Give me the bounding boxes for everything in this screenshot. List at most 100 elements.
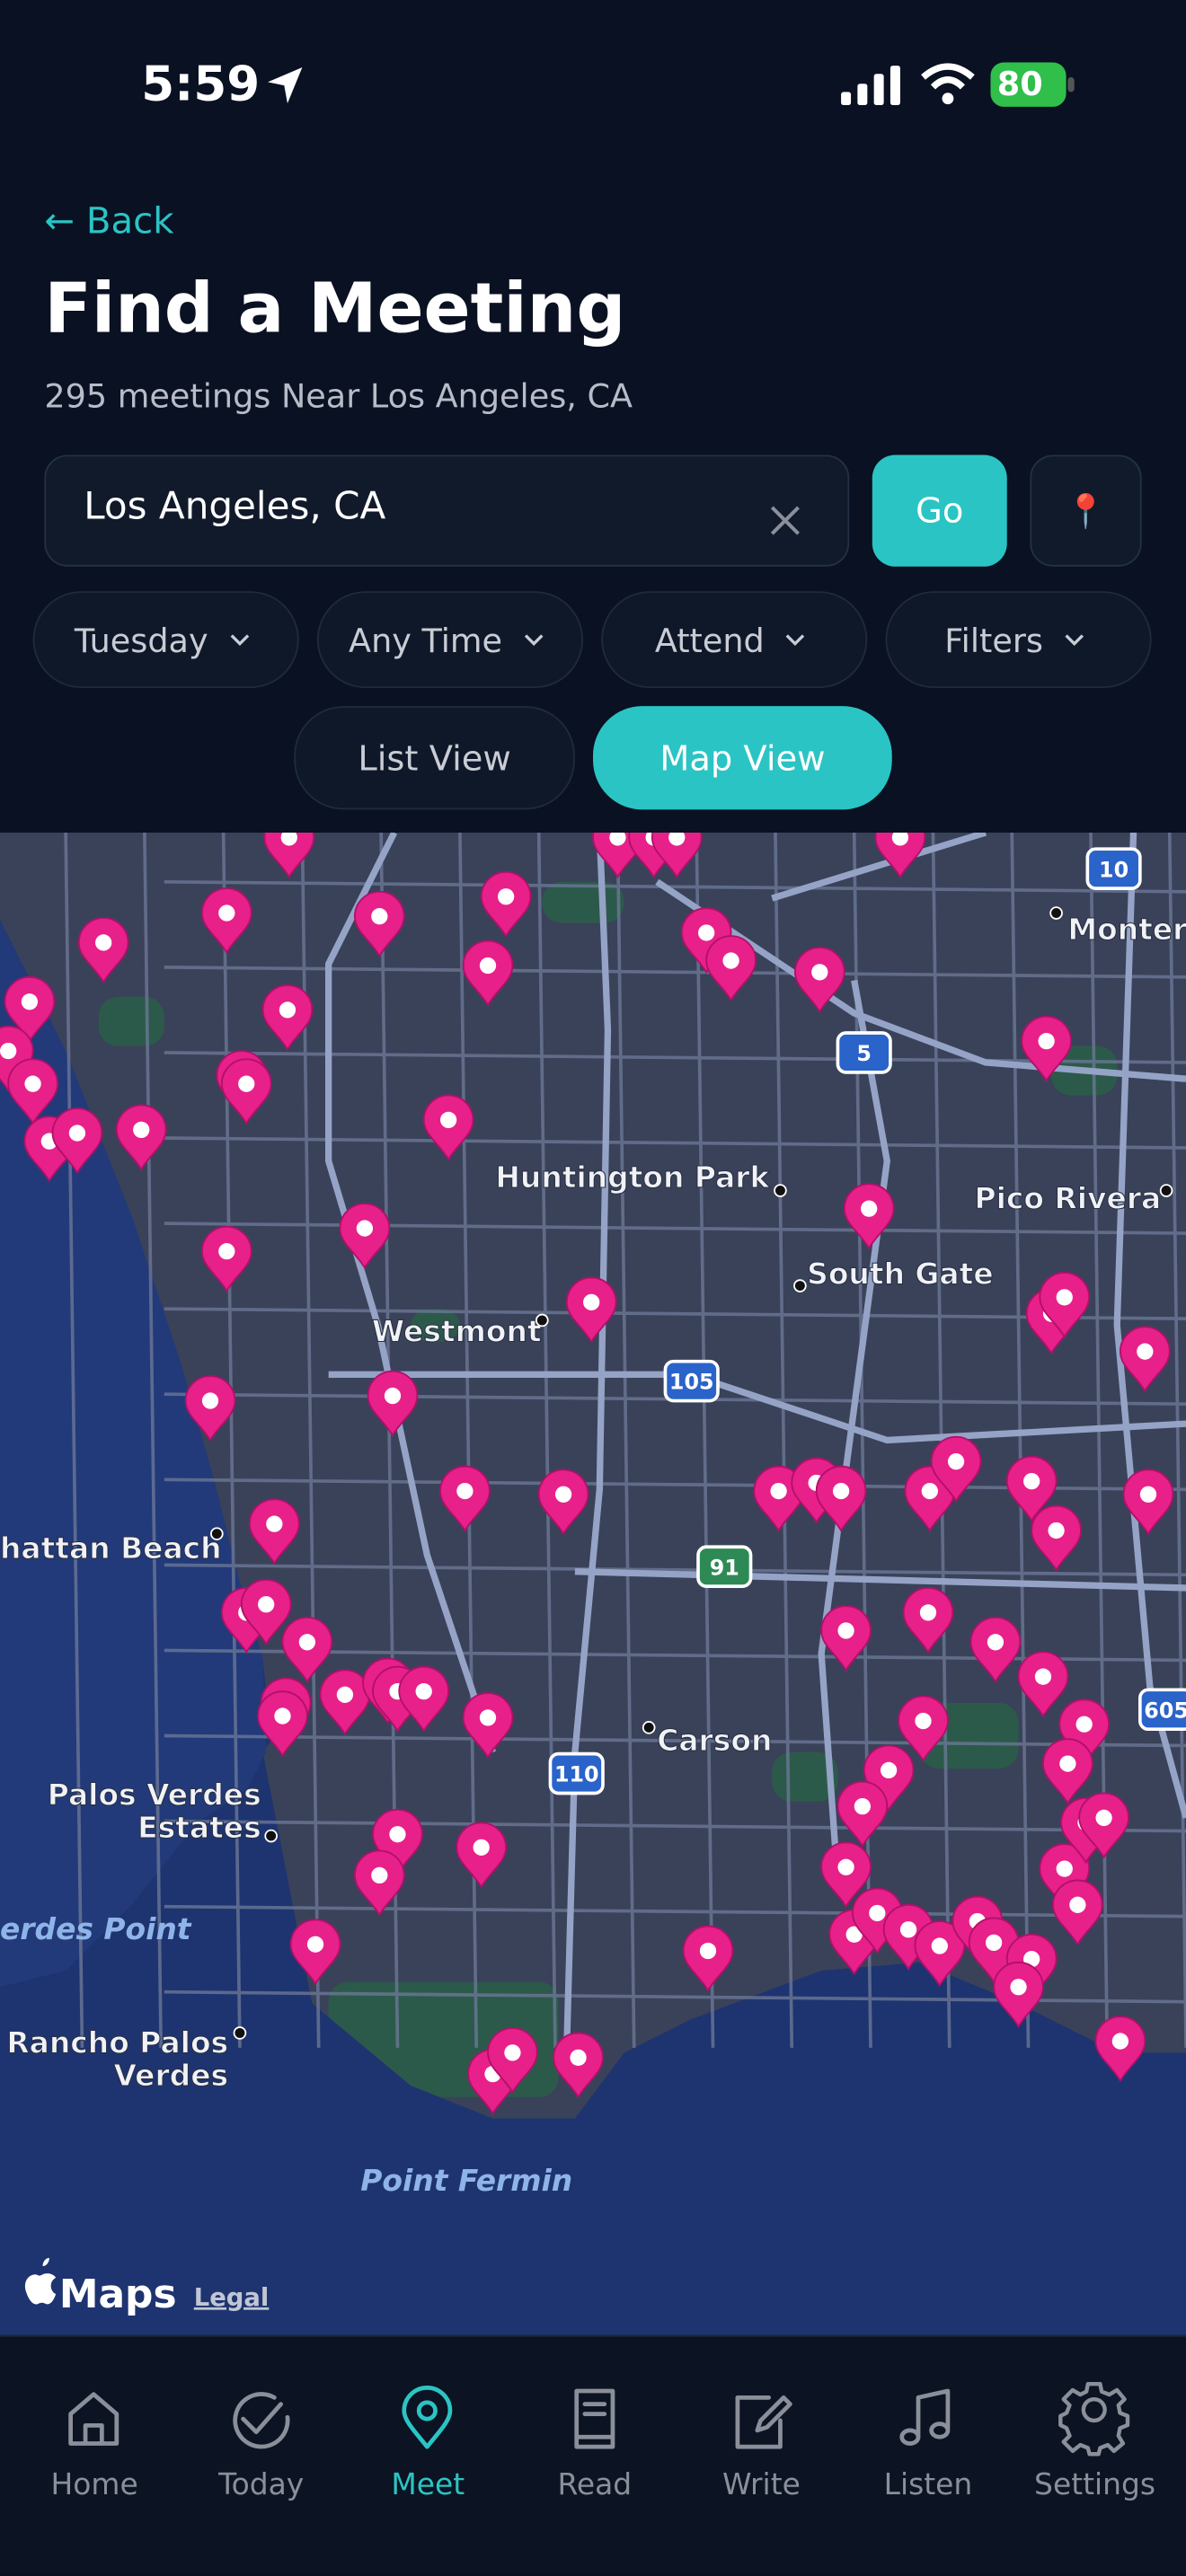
pin-dot <box>473 1839 490 1856</box>
tab-icon <box>68 2392 119 2446</box>
place-dot <box>264 1829 278 1843</box>
pin-dot <box>919 1604 937 1621</box>
tab-icon <box>735 2395 792 2449</box>
tab-label[interactable]: Listen <box>883 2467 973 2503</box>
road <box>164 1819 1186 1833</box>
pin-dot <box>1038 1033 1055 1050</box>
park <box>411 1309 460 1342</box>
road <box>615 832 636 2048</box>
place-dot <box>642 1721 656 1734</box>
park <box>542 881 624 923</box>
road <box>164 879 1186 894</box>
maps-attribution: Maps <box>59 2272 177 2317</box>
pin-dot <box>371 1866 388 1884</box>
pin-dot <box>845 1926 863 1943</box>
road <box>164 1734 1186 1748</box>
place-dot <box>1049 906 1063 920</box>
pin-dot <box>1069 1896 1086 1913</box>
pin-dot <box>583 1293 600 1310</box>
place-label: hattan Beach <box>0 1531 222 1566</box>
chevron <box>524 633 544 646</box>
pin-dot <box>1023 1472 1040 1490</box>
tab-icon <box>402 2385 453 2449</box>
place-label: Verdes <box>114 2058 229 2093</box>
tab-icon-path <box>735 2395 792 2449</box>
pin-dot <box>415 1683 432 1700</box>
filter-dropdown[interactable]: Any Time <box>316 591 584 689</box>
place-dot <box>793 1279 807 1292</box>
tab-label[interactable]: Write <box>721 2467 801 2503</box>
filter-dropdown[interactable]: Filters <box>885 591 1152 689</box>
highway-shield <box>696 1545 753 1588</box>
pin-dot <box>668 832 686 846</box>
pin-dot <box>1139 1486 1157 1503</box>
pin-dot <box>1034 1668 1052 1685</box>
pin-dot <box>554 1486 572 1503</box>
tab-icon-path <box>1058 2381 1130 2457</box>
pin-dot <box>497 888 515 905</box>
highway-shield <box>1138 1688 1186 1732</box>
back-link[interactable]: ← Back <box>44 201 174 243</box>
road <box>164 1051 1186 1064</box>
pin-dot <box>811 964 828 981</box>
tab-label[interactable]: Today <box>218 2467 305 2503</box>
tab-label[interactable]: Read <box>557 2467 633 2503</box>
place-label: Rancho Palos <box>6 2025 228 2060</box>
tab-label[interactable]: Settings <box>1034 2467 1156 2503</box>
search-box[interactable] <box>44 454 850 567</box>
chevron-path <box>524 633 544 646</box>
chevron-path <box>1065 633 1084 646</box>
pin-dot <box>832 1482 850 1500</box>
tab-icon-path <box>573 2388 615 2449</box>
chevron <box>1065 633 1084 646</box>
tab-label[interactable]: Home <box>50 2467 138 2503</box>
chevron <box>230 633 249 646</box>
tab-icon-path <box>68 2392 119 2446</box>
page-title: Find a Meeting <box>44 268 626 348</box>
road <box>164 1648 1186 1663</box>
tab-icon-path <box>402 2385 453 2449</box>
park <box>98 996 164 1046</box>
pin-dot <box>479 957 497 975</box>
tab-icon-path <box>232 2392 289 2449</box>
highway-number: 91 <box>710 1555 739 1580</box>
view-toggle-button[interactable]: List View <box>294 706 575 810</box>
tab-icon-path <box>898 2388 950 2446</box>
search-input[interactable]: Los Angeles, CA <box>84 486 386 529</box>
pin-dot <box>371 908 388 925</box>
page-subtitle: 295 meetings Near Los Angeles, CA <box>44 375 633 416</box>
road <box>536 832 557 2048</box>
road <box>695 832 715 2048</box>
pin-dot <box>1075 1716 1093 1733</box>
locate-button[interactable]: 📍 <box>1030 454 1142 567</box>
filter-dropdown[interactable]: Tuesday <box>32 591 299 689</box>
clear-button[interactable] <box>766 501 805 541</box>
signal-icon <box>841 66 900 106</box>
go-button[interactable]: Go <box>872 454 1007 567</box>
battery-level: 80 <box>996 64 1043 104</box>
tab-label[interactable]: Meet <box>391 2467 465 2503</box>
tab-bar <box>0 2334 1186 2575</box>
legal-link[interactable]: Legal <box>194 2284 270 2312</box>
highway-shield <box>836 1031 892 1074</box>
pin-dot <box>356 1220 374 1237</box>
pin-dot <box>1048 1522 1065 1539</box>
pin-dot <box>68 1125 86 1142</box>
filter-dropdown[interactable]: Attend <box>601 591 868 689</box>
freeway <box>655 878 1186 1082</box>
freeway <box>563 832 612 2048</box>
place-label: Monter <box>1067 912 1186 947</box>
pin-dot <box>336 1686 354 1703</box>
filter-label: Tuesday <box>74 620 208 660</box>
road <box>64 832 84 2048</box>
tab-icon <box>573 2388 615 2449</box>
freeway <box>574 1568 1186 1592</box>
place-label: Estates <box>137 1810 261 1845</box>
chevron <box>786 633 805 646</box>
pin-dot <box>837 1858 854 1875</box>
view-toggle-button[interactable]: Map View <box>593 706 892 810</box>
filter-label: Attend <box>654 620 765 660</box>
place-label: South Gate <box>807 1257 994 1292</box>
pin-dot <box>218 904 235 922</box>
